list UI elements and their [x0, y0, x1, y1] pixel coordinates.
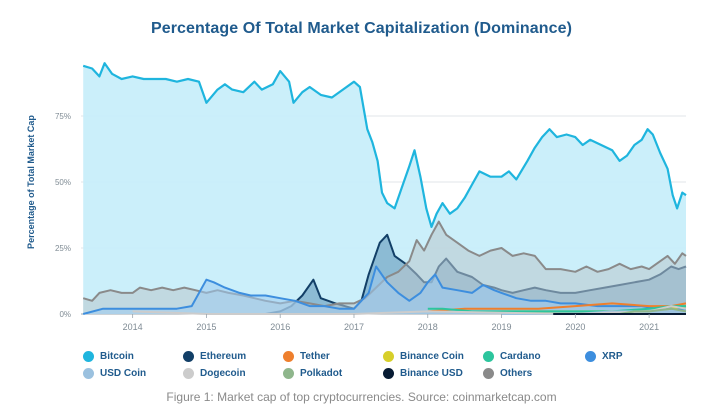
series-area-bitcoin — [83, 63, 686, 315]
series-line-others — [82, 220, 687, 308]
chart-areas — [82, 62, 687, 315]
legend-item-binance-coin: Binance Coin — [383, 351, 464, 362]
chart-title: Percentage Of Total Market Capitalizatio… — [150, 20, 573, 37]
series-area-others — [83, 221, 686, 314]
legend-color-dot — [83, 351, 94, 362]
x-tick-label: 2021 — [639, 322, 659, 332]
legend-color-dot — [183, 351, 194, 362]
legend-color-dot — [383, 351, 394, 362]
x-tick-label: 2017 — [344, 322, 364, 332]
x-tick-label: 2015 — [196, 322, 216, 332]
legend-color-dot — [283, 351, 294, 362]
series-line-cardano — [427, 305, 686, 313]
legend-item-binance-usd: Binance USD — [383, 368, 463, 379]
chart-axes: 0% 25% 50% 75% 2014 2015 2016 2017 2018 2019 2020 2… — [55, 112, 659, 332]
legend-item-polkadot: Polkadot — [283, 368, 342, 379]
legend-color-dot — [483, 368, 494, 379]
legend-item-bitcoin: Bitcoin — [83, 351, 134, 362]
legend-item-usd-coin: USD Coin — [83, 368, 146, 379]
legend-label: Bitcoin — [100, 351, 134, 362]
legend-color-dot — [83, 368, 94, 379]
legend-color-dot — [483, 351, 494, 362]
legend-item-xrp: XRP — [585, 351, 623, 362]
legend-label: Tether — [300, 351, 330, 362]
x-tick-label: 2016 — [270, 322, 290, 332]
legend-label: Others — [500, 368, 533, 379]
legend-item-cardano: Cardano — [483, 351, 541, 362]
legend-color-dot — [283, 368, 294, 379]
legend-color-dot — [383, 368, 394, 379]
x-tick-label: 2020 — [565, 322, 585, 332]
x-tick-label: 2014 — [123, 322, 143, 332]
legend-label: USD Coin — [100, 368, 147, 379]
figure-caption: Figure 1: Market cap of top cryptocurren… — [166, 390, 557, 404]
y-tick-label: 75% — [55, 112, 71, 121]
y-tick-label: 0% — [59, 310, 71, 319]
legend-item-ethereum: Ethereum — [183, 351, 246, 362]
legend-item-tether: Tether — [283, 351, 330, 362]
legend-color-dot — [585, 351, 596, 362]
legend-label: XRP — [602, 351, 623, 362]
legend-label: Binance Coin — [400, 351, 464, 362]
legend-label: Cardano — [500, 351, 541, 362]
legend-item-others: Others — [483, 368, 532, 379]
y-tick-label: 25% — [55, 244, 71, 253]
x-tick-label: 2019 — [492, 322, 512, 332]
legend-item-dogecoin: Dogecoin — [183, 368, 246, 379]
series-line-bitcoin — [82, 62, 687, 228]
series-line-dogecoin — [132, 305, 687, 315]
legend-label: Dogecoin — [200, 368, 246, 379]
series-area-xrp — [83, 266, 686, 314]
series-line-xrp — [82, 265, 686, 315]
x-tick-label: 2018 — [418, 322, 438, 332]
legend-label: Polkadot — [300, 368, 343, 379]
legend-label: Ethereum — [200, 351, 247, 362]
series-line-polkadot — [619, 307, 687, 315]
legend-color-dot — [183, 368, 194, 379]
legend-label: Binance USD — [400, 368, 463, 379]
y-tick-label: 50% — [55, 178, 71, 187]
